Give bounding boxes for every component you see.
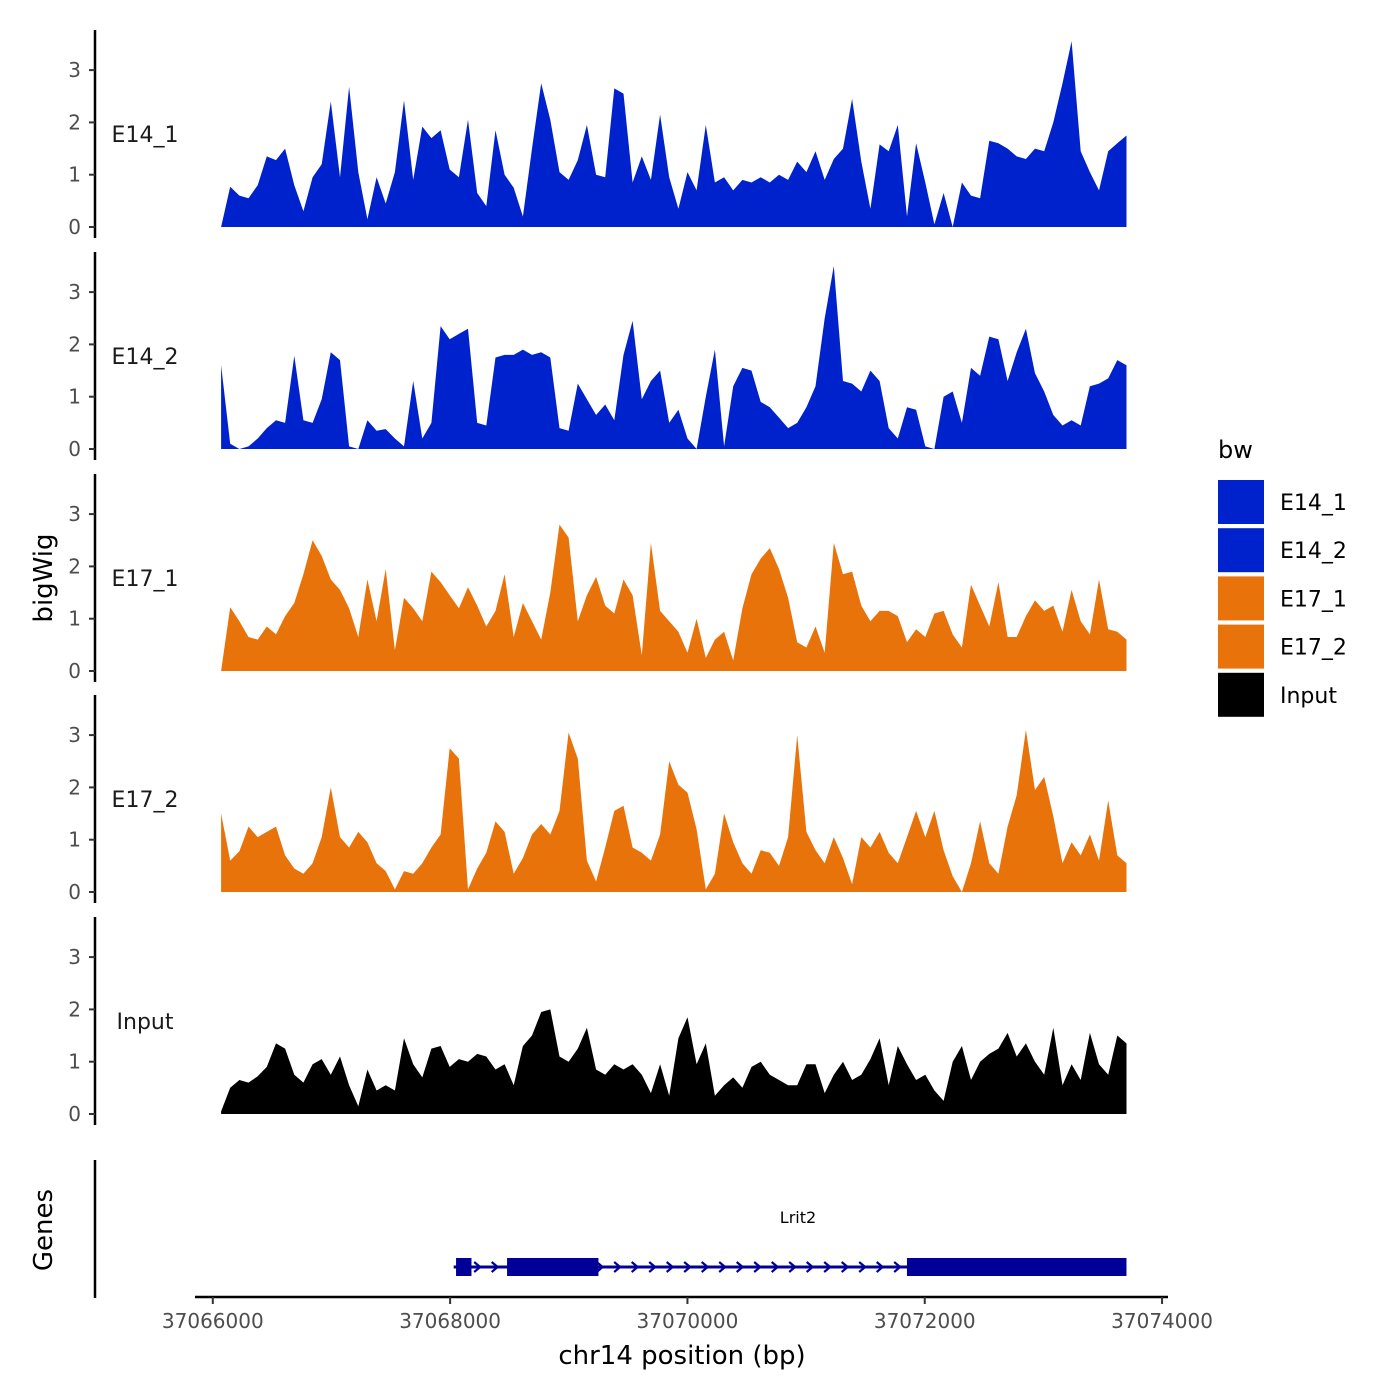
coverage-area-e17_1 <box>221 524 1127 671</box>
strand-chevron <box>490 1261 500 1273</box>
track-panel-input: 0 1 2 3 Input <box>68 917 1127 1126</box>
strand-chevron <box>840 1261 850 1273</box>
y-tick-label: 2 <box>68 997 81 1021</box>
strand-chevron <box>630 1261 640 1273</box>
y-tick-label: 3 <box>68 945 81 969</box>
legend-swatch <box>1218 480 1264 524</box>
track-label: E17_1 <box>112 567 179 592</box>
y-tick-label: 1 <box>68 828 81 852</box>
legend-label: E14_2 <box>1280 539 1347 564</box>
legend-entry-e14_1: E14_1 <box>1218 480 1347 524</box>
strand-chevron <box>473 1261 482 1273</box>
strand-chevron <box>770 1261 780 1273</box>
legend-label: Input <box>1280 684 1337 709</box>
strand-chevron <box>893 1261 902 1273</box>
strand-chevron <box>875 1261 885 1273</box>
strand-chevron <box>595 1261 605 1273</box>
x-tick-label: 37074000 <box>1111 1309 1213 1333</box>
track-label: E14_1 <box>112 123 179 148</box>
gene-exon <box>507 1258 599 1276</box>
legend-label: E14_1 <box>1280 491 1347 516</box>
y-tick-label: 1 <box>68 1050 81 1074</box>
legend-swatch <box>1218 672 1264 717</box>
track-panel-e14_1: 0 1 2 3 E14_1 <box>68 30 1127 239</box>
legend-swatch <box>1218 576 1264 621</box>
strand-chevron <box>805 1261 815 1273</box>
gene-exon <box>456 1258 472 1276</box>
x-axis: 37066000 37068000 37070000 37072000 37074000 <box>162 1295 1213 1333</box>
legend-label: E17_1 <box>1280 587 1347 612</box>
gene-name-label: Lrit2 <box>780 1208 816 1227</box>
track-label: E14_2 <box>112 345 179 370</box>
legend-swatch <box>1218 528 1264 573</box>
y-tick-label: 1 <box>68 385 81 409</box>
strand-chevron <box>753 1261 762 1273</box>
coverage-area-e14_1 <box>221 41 1127 227</box>
gene-model: Lrit2 <box>453 1208 1127 1276</box>
legend-title: bw <box>1218 436 1253 464</box>
legend-label: E17_2 <box>1280 636 1347 661</box>
legend-entry-e17_2: E17_2 <box>1218 624 1347 669</box>
y-tick-label: 2 <box>68 332 81 356</box>
y-tick-label: 3 <box>68 280 81 304</box>
gene-exon <box>906 1258 1127 1276</box>
y-tick-label: 3 <box>68 502 81 526</box>
y-tick-label: 1 <box>68 607 81 631</box>
y-tick-label: 0 <box>68 1102 81 1126</box>
coverage-area-input <box>221 1009 1127 1114</box>
strand-chevron <box>683 1261 692 1273</box>
strand-chevron <box>735 1261 745 1273</box>
y-tick-label: 3 <box>68 58 81 82</box>
legend-entry-e14_2: E14_2 <box>1218 528 1347 573</box>
strand-chevron <box>613 1261 622 1273</box>
strand-chevron <box>823 1261 832 1273</box>
track-label: Input <box>117 1010 174 1035</box>
y-tick-label: 0 <box>68 659 81 683</box>
coverage-area-e17_2 <box>221 729 1127 892</box>
x-tick-label: 37068000 <box>399 1309 501 1333</box>
track-panel-e14_2: 0 1 2 3 E14_2 <box>68 252 1127 461</box>
strand-chevron <box>700 1261 710 1273</box>
strand-chevron <box>665 1261 675 1273</box>
y-tick-label: 0 <box>68 437 81 461</box>
x-axis-title: chr14 position (bp) <box>558 1341 805 1371</box>
track-panel-e17_2: 0 1 2 3 E17_2 <box>68 695 1127 904</box>
legend-entry-input: Input <box>1218 672 1337 717</box>
track-label: E17_2 <box>112 788 179 813</box>
strand-chevron <box>718 1261 727 1273</box>
y-tick-label: 2 <box>68 110 81 134</box>
y-tick-label: 1 <box>68 163 81 187</box>
tracks-layer: 0 1 2 3 E14_1 0 1 2 3 E14_2 0 1 2 3 E17_1 0 1 2 3 E17_2 0 1 2 3… <box>68 30 1127 1126</box>
y-axis-title: bigWig <box>29 533 59 622</box>
y-tick-label: 3 <box>68 723 81 747</box>
x-tick-label: 37072000 <box>874 1309 976 1333</box>
strand-chevron <box>858 1261 867 1273</box>
genes-axis-title: Genes <box>29 1189 59 1271</box>
legend: bw E14_1 E14_2 E17_1 E17_2 Input <box>1218 436 1347 717</box>
genes-track: Lrit2 <box>93 1160 1127 1298</box>
y-tick-label: 0 <box>68 880 81 904</box>
x-tick-label: 37066000 <box>162 1309 264 1333</box>
y-tick-label: 2 <box>68 775 81 799</box>
coverage-area-e14_2 <box>221 266 1127 449</box>
strand-chevron <box>788 1261 797 1273</box>
legend-swatch <box>1218 624 1264 669</box>
track-panel-e17_1: 0 1 2 3 E17_1 <box>68 474 1127 683</box>
strand-chevron <box>648 1261 657 1273</box>
y-tick-label: 0 <box>68 215 81 239</box>
x-tick-label: 37070000 <box>637 1309 739 1333</box>
y-tick-label: 2 <box>68 554 81 578</box>
legend-entry-e17_1: E17_1 <box>1218 576 1347 621</box>
